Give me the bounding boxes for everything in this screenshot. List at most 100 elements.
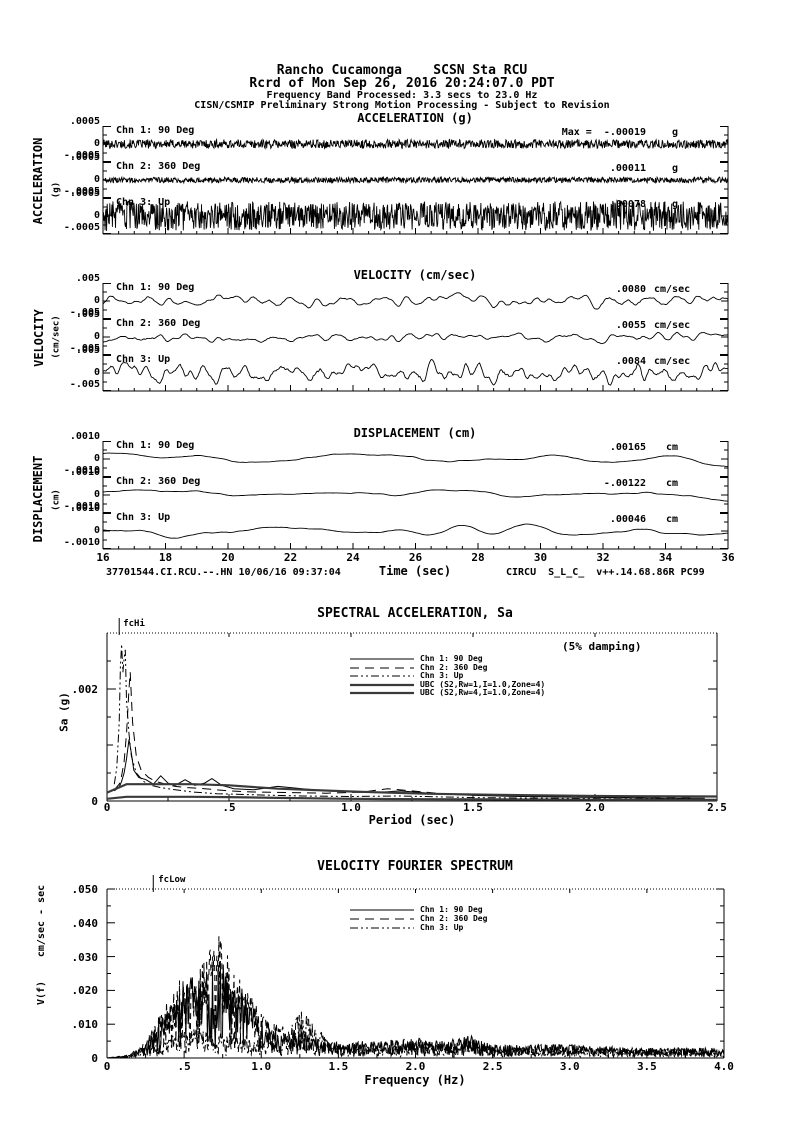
- sa-series-1: [113, 739, 705, 799]
- velocity-y-tick-label-3-3: -.005: [69, 379, 100, 390]
- fourier-x-tick-label-5: 2.0: [405, 1060, 426, 1073]
- sa-legend-label-3: Chn 3: Up: [420, 671, 464, 681]
- sa-x-tick-label-3: 1.0: [341, 801, 361, 814]
- displacement-peak-units-1: cm: [666, 442, 679, 453]
- displacement-x-tick-label: 34: [658, 551, 673, 564]
- sa-y-tick-label-1: 0: [91, 795, 98, 808]
- fourier-x-tick-label-4: 1.5: [328, 1060, 349, 1073]
- record-id-footer: 37701544.CI.RCU.--.HN 10/06/16 09:37:04: [106, 567, 341, 578]
- fourier-y-tick-label-5: .040: [71, 916, 99, 930]
- displacement-plot: [102, 441, 729, 550]
- velocity-y-tick-label-2-2: 0: [93, 331, 100, 342]
- sa-legend-label-2: Chn 2: 360 Deg: [420, 662, 488, 672]
- frequency-band-note: Frequency Band Processed: 3.3 secs to 23…: [266, 90, 538, 101]
- velocity-y-tick-label-1-2: 0: [93, 295, 100, 306]
- sa-series-5: [106, 795, 718, 801]
- displacement-x-tick-label: 22: [283, 551, 298, 564]
- acceleration-peak-units-3: g: [672, 199, 679, 210]
- sa-legend-swatch-4: [350, 683, 414, 686]
- station-title: Rancho Cucamonga SCSN Sta RCU: [276, 63, 528, 78]
- acceleration-y-tick-label-2-3: -.0005: [63, 186, 100, 197]
- velocity-peak-units-3: cm/sec: [654, 356, 691, 367]
- displacement-x-tick-label: 20: [221, 551, 235, 564]
- displacement-channel-label-2: Chn 2: 360 Deg: [116, 476, 201, 487]
- acceleration-y-tick-label-1-3: -.0005: [63, 150, 100, 161]
- fourier-y-tick-label-3: .020: [71, 984, 99, 998]
- velocity-y-tick-label-2-1: .005: [75, 309, 100, 320]
- acceleration-peak-units-1: g: [672, 127, 679, 138]
- sa-series-4: [106, 783, 718, 798]
- fourier-legend-label-3: Chn 3: Up: [420, 923, 464, 932]
- sa-legend-swatch-3: [350, 675, 414, 677]
- sa-legend-swatch-1: [350, 658, 414, 660]
- sa-y-axis-label: Sa (g): [57, 692, 71, 732]
- fourier-legend-label-2: Chn 2: 360 Deg: [420, 914, 488, 923]
- displacement-x-tick-label: 18: [158, 551, 173, 564]
- acceleration-waveform-2: [102, 175, 729, 185]
- sa-x-tick-label-4: 1.5: [463, 801, 483, 814]
- velocity-peak-value-3: .0084: [615, 356, 646, 367]
- sa-damping-note: (5% damping): [562, 640, 642, 653]
- processing-notice: CISN/CSMIP Preliminary Strong Motion Pro…: [194, 100, 610, 111]
- fourier-plot: [106, 875, 725, 1060]
- displacement-y-tick-label-3-2: 0: [93, 525, 100, 536]
- velocity-y-tick-label-1-3: -.005: [69, 307, 100, 318]
- acceleration-waveform-3: [102, 199, 729, 232]
- displacement-peak-value-2: -.00122: [603, 478, 646, 489]
- acceleration-channel-label-1: Chn 1: 90 Deg: [116, 125, 195, 136]
- displacement-channel-label-1: Chn 1: 90 Deg: [116, 440, 195, 451]
- acceleration-peak-value-1: Max = -.00019: [561, 127, 646, 138]
- processing-tag-footer: CIRCU S_L_C_ v++.14.68.86R PC99: [506, 567, 705, 578]
- velocity-peak-value-1: .0080: [615, 284, 646, 295]
- fourier-y-tick-label-4: .030: [71, 950, 99, 964]
- fourier-y-tick-label-2: .010: [71, 1018, 99, 1032]
- fourier-series-2: [107, 936, 725, 1059]
- fourier-y-tick-label-1: 0: [91, 1052, 98, 1065]
- displacement-y-tick-label-3-1: .0010: [69, 503, 100, 514]
- sa-x-tick-label-5: 2.0: [585, 801, 605, 814]
- acceleration-y-tick-label-1-1: .0005: [69, 116, 100, 127]
- acceleration-peak-value-2: .00011: [609, 163, 646, 174]
- velocity-title: VELOCITY (cm/sec): [353, 268, 477, 282]
- sa-legend-label-5: UBC (S2,Rw=4,I=1.0,Zone=4): [420, 688, 546, 698]
- displacement-x-tick-label: 26: [408, 551, 423, 564]
- acceleration-channel-label-2: Chn 2: 360 Deg: [116, 161, 201, 172]
- fourier-legend-swatch-1: [350, 909, 414, 911]
- displacement-y-tick-label-2-3: -.0010: [63, 501, 100, 512]
- velocity-waveform-1: [102, 292, 729, 310]
- velocity-y-tick-label-2-3: -.005: [69, 343, 100, 354]
- displacement-peak-value-1: .00165: [609, 442, 646, 453]
- acceleration-waveform-1: [102, 137, 729, 150]
- displacement-y-tick-label-1-1: .0010: [69, 431, 100, 442]
- displacement-x-tick-label: 24: [346, 551, 360, 564]
- acceleration-plot: [102, 126, 729, 235]
- velocity-y-tick-label-3-1: .005: [75, 345, 100, 356]
- displacement-y-tick-label-3-3: -.0010: [63, 537, 100, 548]
- velocity-peak-value-2: .0055: [615, 320, 646, 331]
- acceleration-y-tick-label-3-3: -.0005: [63, 222, 100, 233]
- fourier-fclow-label: fcLow: [158, 875, 186, 885]
- fourier-y-tick-label-6: .050: [71, 883, 99, 896]
- sa-legend-label-4: UBC (S2,Rw=1,I=1.0,Zone=4): [420, 679, 546, 689]
- fourier-x-tick-label-6: 2.5: [482, 1060, 503, 1073]
- fourier-legend-label-1: Chn 1: 90 Deg: [420, 905, 483, 914]
- fourier-x-tick-label-3: 1.0: [251, 1060, 272, 1073]
- displacement-x-tick-label: 30: [533, 551, 548, 564]
- sa-x-tick-label-6: 2.5: [707, 801, 727, 814]
- displacement-x-tick-label: 32: [596, 551, 610, 564]
- fourier-x-tick-label-9: 4.0: [714, 1060, 734, 1073]
- displacement-waveform-1: [102, 452, 729, 468]
- displacement-peak-units-3: cm: [666, 514, 679, 525]
- acceleration-title: ACCELERATION (g): [357, 111, 473, 125]
- displacement-y-tick-label-1-2: 0: [93, 453, 100, 464]
- displacement-y-tick-label-2-2: 0: [93, 489, 100, 500]
- velocity-peak-units-1: cm/sec: [654, 284, 691, 295]
- velocity-plot: [102, 283, 729, 392]
- displacement-y-tick-label-2-1: .0010: [69, 467, 100, 478]
- displacement-peak-units-2: cm: [666, 478, 679, 489]
- acceleration-y-tick-label-2-2: 0: [93, 174, 100, 185]
- velocity-y-tick-label-3-2: 0: [93, 367, 100, 378]
- displacement-waveform-2: [102, 489, 729, 502]
- fourier-x-tick-label-8: 3.5: [636, 1060, 657, 1073]
